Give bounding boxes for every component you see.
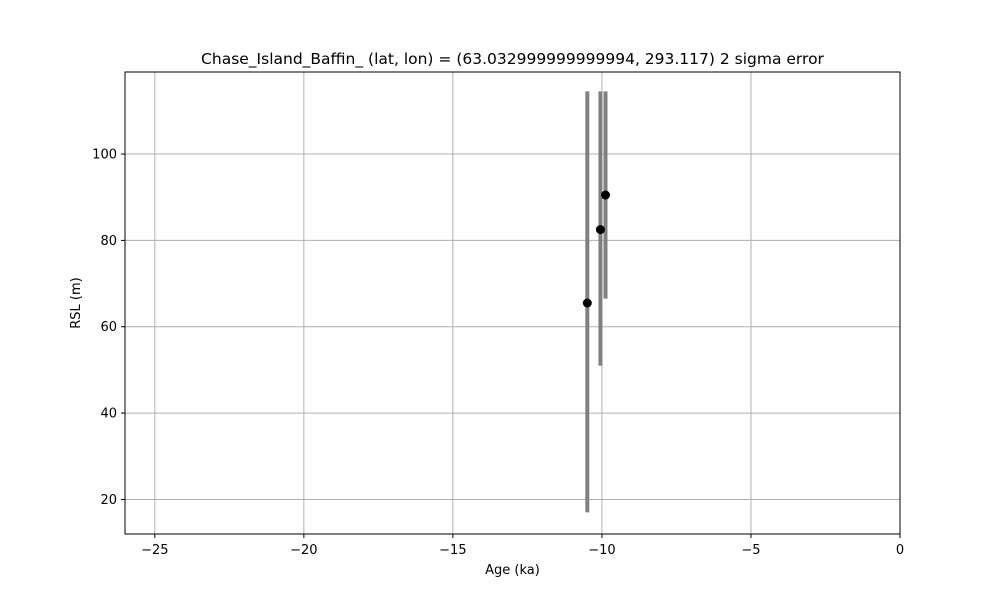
grid — [125, 72, 901, 534]
data-point — [601, 190, 610, 200]
data-point — [595, 225, 605, 235]
y-tick-label: 80 — [100, 234, 117, 249]
chart-title: Chase_Island_Baffin_ (lat, lon) = (63.03… — [201, 50, 825, 69]
y-tick-label: 40 — [100, 407, 117, 422]
x-tick-label: −15 — [439, 543, 466, 558]
data-point — [582, 298, 592, 308]
x-axis-label: Age (ka) — [485, 563, 540, 578]
y-axis-label: RSL (m) — [69, 277, 84, 328]
y-tick-label: 20 — [100, 493, 117, 508]
y-tick-label: 60 — [100, 320, 117, 335]
x-axis: −25 −20 −15 −10 −5 0 — [141, 534, 904, 558]
plot-frame — [124, 71, 901, 535]
x-tick-label: 0 — [896, 543, 904, 558]
y-axis: 20 40 60 80 100 — [92, 148, 125, 508]
y-tick-label: 100 — [92, 148, 117, 163]
x-tick-label: −25 — [141, 543, 168, 558]
data-points — [582, 190, 610, 308]
x-tick-label: −20 — [290, 543, 317, 558]
x-tick-label: −5 — [741, 543, 760, 558]
x-tick-label: −10 — [588, 543, 615, 558]
